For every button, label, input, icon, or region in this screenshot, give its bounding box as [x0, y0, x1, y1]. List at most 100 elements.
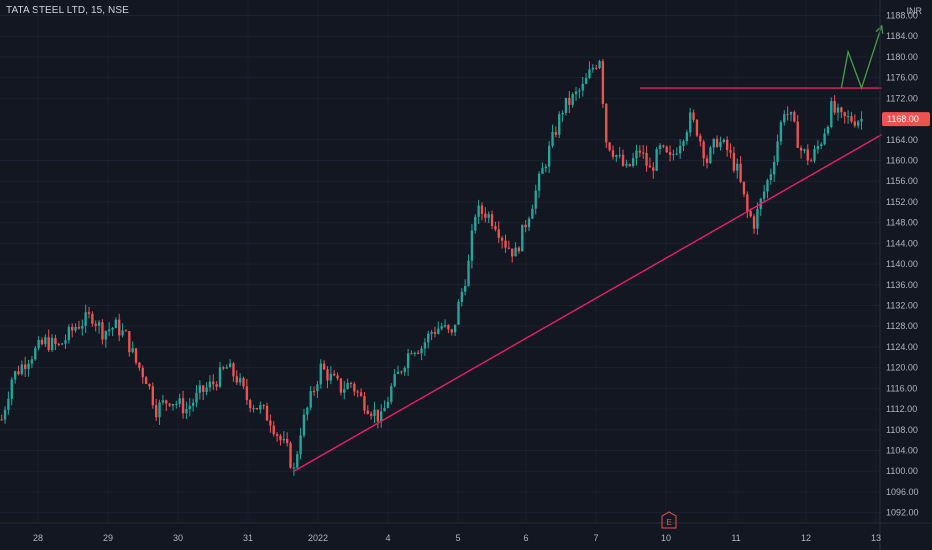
- price-tick-label: 1124.00: [886, 342, 918, 352]
- candle-body: [537, 173, 541, 191]
- time-tick-label: 31: [243, 533, 253, 543]
- candle-body: [521, 224, 524, 252]
- symbol-title: TATA STEEL LTD, 15, NSE: [6, 5, 129, 16]
- candle-body: [215, 384, 218, 387]
- candle-body: [789, 111, 793, 115]
- candle-body: [309, 391, 312, 408]
- chart-grid: [0, 15, 880, 514]
- candle-body: [181, 398, 185, 414]
- candle-body: [225, 367, 228, 369]
- candle-body: [339, 378, 343, 393]
- candle-body: [453, 324, 457, 333]
- candle-body: [668, 152, 672, 155]
- candle-body: [709, 147, 712, 163]
- candle-body: [94, 323, 97, 326]
- candle-body: [850, 116, 853, 122]
- candle-body: [121, 330, 124, 336]
- candle-body: [574, 91, 578, 95]
- candle-body: [316, 384, 319, 392]
- candle-body: [809, 160, 813, 162]
- candle-body: [259, 405, 262, 410]
- candle-body: [588, 69, 591, 79]
- candle-body: [30, 359, 34, 364]
- candle-body: [245, 386, 249, 401]
- price-tick-label: 1180.00: [886, 52, 918, 62]
- candle-body: [380, 411, 383, 422]
- candle-body: [416, 352, 420, 354]
- candle-body: [470, 230, 474, 261]
- candle-body: [118, 319, 121, 336]
- candle-body: [793, 111, 796, 122]
- candle-body: [830, 101, 833, 127]
- candle-body: [578, 90, 581, 92]
- candle-body: [265, 405, 269, 421]
- price-tick-label: 1104.00: [886, 446, 918, 456]
- candle-body: [3, 409, 7, 420]
- candle-body: [853, 121, 856, 126]
- candle-body: [450, 329, 453, 333]
- candle-body: [534, 190, 537, 209]
- price-tick-label: 1120.00: [886, 363, 918, 373]
- last-price-value: 1168.00: [887, 114, 919, 124]
- candle-body: [161, 400, 165, 403]
- candle-body: [642, 152, 645, 154]
- price-axis[interactable]: 1092.00 1096.00 1100.00 1104.00 1108.00 1112.…: [886, 11, 919, 518]
- candle-body: [631, 158, 635, 166]
- candle-body: [222, 367, 225, 369]
- time-tick-label: 7: [593, 533, 598, 543]
- price-tick-label: 1092.00: [886, 508, 919, 518]
- last-price-tag-bg: [882, 112, 930, 127]
- candle-body: [823, 133, 826, 145]
- candle-body: [134, 348, 138, 363]
- candle-body: [191, 402, 195, 406]
- candle-body: [289, 443, 292, 468]
- time-tick-label: 2022: [308, 533, 328, 543]
- candle-body: [410, 353, 413, 355]
- candle-body: [544, 166, 547, 169]
- candle-body: [672, 154, 675, 156]
- candle-body: [50, 337, 54, 351]
- earnings-marker[interactable]: E: [661, 511, 677, 529]
- candle-body: [500, 237, 504, 241]
- candle-body: [299, 435, 302, 455]
- candle-body: [715, 138, 719, 147]
- candle-body: [396, 371, 400, 375]
- candle-body: [474, 216, 477, 231]
- candle-body: [833, 101, 836, 113]
- candle-body: [836, 107, 840, 113]
- candle-body: [296, 454, 299, 468]
- candle-body: [390, 386, 393, 402]
- candle-body: [148, 384, 151, 387]
- candle-body: [60, 343, 64, 345]
- candle-body: [504, 240, 507, 248]
- candle-body: [235, 376, 238, 383]
- candle-body: [262, 405, 265, 407]
- candle-body: [840, 107, 843, 113]
- earnings-marker-label: E: [666, 518, 671, 527]
- time-tick-label: 11: [731, 533, 740, 543]
- candle-body: [541, 168, 544, 174]
- candle-body: [732, 152, 736, 171]
- candle-body: [719, 141, 722, 147]
- candle-body: [144, 377, 148, 385]
- candle-body: [406, 353, 410, 369]
- candle-body: [514, 247, 517, 257]
- candle-body: [813, 149, 816, 161]
- price-tick-label: 1188.00: [886, 11, 918, 21]
- time-tick-label: 30: [173, 533, 183, 543]
- projection-path: [840, 25, 883, 91]
- price-tick-label: 1148.00: [886, 218, 918, 228]
- time-tick-label: 29: [103, 533, 113, 543]
- candle-body: [292, 467, 296, 469]
- time-axis[interactable]: 28 29 30 31 2022 4 5 6 7 10 11 12 13: [33, 533, 881, 543]
- candle-body: [662, 145, 665, 147]
- candle-body: [356, 391, 359, 393]
- candle-body: [87, 312, 91, 314]
- candle-body: [547, 145, 551, 167]
- candle-body: [561, 112, 564, 115]
- candle-body: [13, 371, 17, 380]
- candle-body: [695, 119, 699, 136]
- candle-body: [326, 369, 329, 381]
- ascending-trendline: [293, 134, 883, 472]
